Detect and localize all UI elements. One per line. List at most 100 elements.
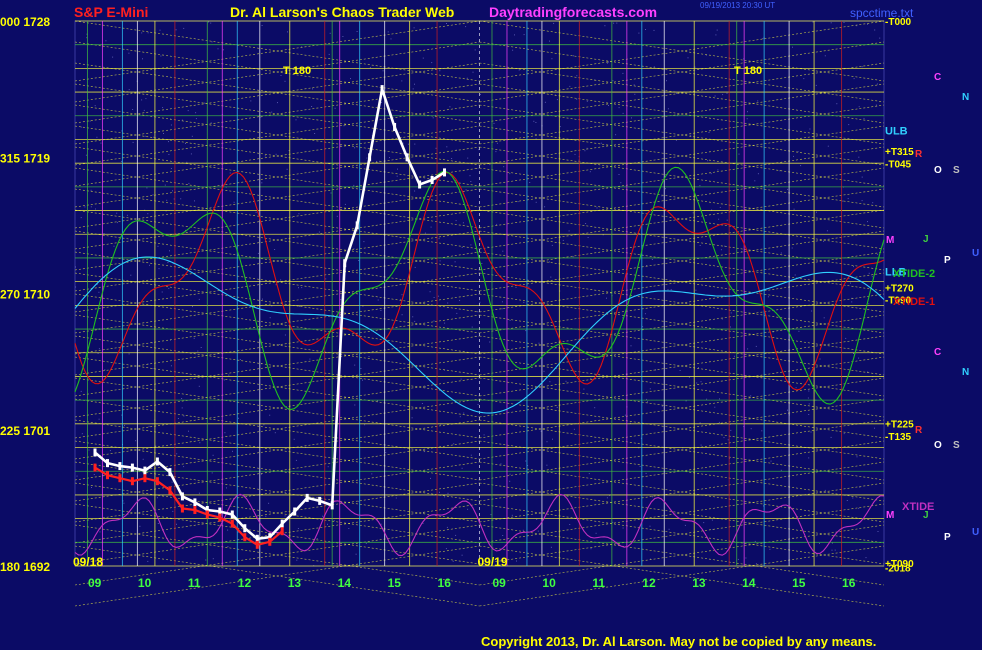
price-bar — [418, 180, 422, 189]
grid-dot — [769, 548, 771, 550]
grid-dot — [480, 93, 481, 95]
price-bar — [268, 537, 272, 546]
grid-dot — [589, 171, 591, 173]
grid-dot — [746, 118, 748, 120]
grid-dot — [690, 134, 692, 136]
grid-diagonal — [479, 230, 885, 292]
grid-dot — [353, 248, 355, 250]
grid-dot — [496, 223, 498, 225]
grid-dot — [544, 206, 546, 208]
x-tick-label: 10 — [542, 576, 556, 590]
grid-dot — [255, 211, 257, 213]
grid-dot — [142, 58, 143, 60]
grid-dot — [779, 170, 781, 172]
grid-dot — [684, 524, 686, 526]
grid-diagonal — [74, 83, 480, 145]
grid-dot — [750, 395, 752, 397]
grid-dot — [642, 326, 644, 328]
grid-dot — [455, 220, 457, 222]
date-label: 09/19 — [477, 555, 507, 569]
grid-dot — [470, 454, 472, 456]
site-link[interactable]: Daytradingforecasts.com — [489, 4, 657, 20]
grid-dot — [535, 138, 537, 140]
grid-dot — [755, 72, 757, 74]
x-tick-label: 16 — [842, 576, 856, 590]
grid-dot — [716, 29, 718, 31]
grid-dot — [708, 132, 710, 133]
grid-dot — [465, 26, 467, 28]
price-bar — [130, 463, 134, 472]
grid-dot — [183, 415, 185, 417]
grid-dot — [93, 474, 95, 475]
grid-diagonal — [74, 524, 480, 586]
grid-dot — [705, 54, 707, 56]
grid-dot — [295, 459, 297, 461]
price-bar — [118, 474, 122, 483]
instrument-title: S&P E-Mini — [74, 4, 148, 20]
grid-dot — [439, 491, 440, 493]
grid-dot — [675, 139, 677, 141]
grid-dot — [460, 378, 462, 380]
grid-dot — [397, 168, 398, 170]
planet-marker: O — [934, 440, 942, 451]
grid-dot — [665, 188, 666, 190]
grid-dot — [876, 83, 878, 85]
grid-dot — [222, 49, 224, 51]
grid-dot — [280, 75, 282, 76]
grid-dot — [815, 84, 817, 86]
grid-dot — [432, 117, 434, 119]
grid-diagonal — [74, 335, 480, 397]
grid-dot — [414, 320, 416, 322]
grid-dot — [827, 145, 829, 147]
grid-dot — [89, 120, 91, 122]
grid-dot — [314, 133, 316, 134]
level-label: -T000 — [885, 17, 912, 28]
price-bar — [193, 498, 197, 507]
grid-dot — [699, 422, 701, 424]
grid-dot — [858, 357, 860, 359]
grid-dot — [456, 312, 458, 314]
grid-dot — [467, 157, 469, 159]
grid-dot — [622, 317, 624, 319]
grid-dot — [186, 161, 188, 163]
grid-dot — [435, 147, 437, 149]
price-bar — [255, 534, 259, 543]
grid-diagonal — [74, 356, 480, 418]
grid-diagonal — [74, 188, 480, 250]
grid-dot — [529, 182, 531, 183]
grid-dot — [95, 208, 96, 210]
grid-dot — [792, 537, 794, 539]
grid-diagonal — [74, 167, 480, 229]
grid-dot — [76, 475, 78, 477]
grid-dot — [413, 27, 415, 29]
grid-dot — [573, 428, 575, 430]
grid-dot — [533, 120, 535, 122]
grid-dot — [340, 299, 342, 301]
grid-dot — [747, 348, 749, 350]
grid-dot — [447, 492, 449, 494]
grid-dot — [400, 298, 402, 300]
grid-dot — [211, 472, 213, 474]
grid-dot — [634, 93, 636, 95]
grid-dot — [535, 201, 537, 203]
price-bar — [106, 471, 109, 480]
grid-dot — [422, 522, 424, 524]
grid-diagonal — [479, 482, 885, 544]
grid-dot — [75, 286, 77, 288]
planet-marker: J — [923, 234, 929, 245]
grid-dot — [721, 318, 723, 320]
grid-dot — [109, 450, 111, 452]
grid-dot — [509, 473, 511, 475]
grid-dot — [644, 313, 646, 315]
grid-dot — [328, 53, 330, 55]
grid-dot — [826, 230, 828, 232]
grid-dot — [160, 55, 162, 57]
grid-diagonal — [479, 272, 885, 334]
grid-dot — [780, 252, 782, 254]
price-bar — [230, 519, 234, 528]
grid-dot — [96, 136, 98, 138]
grid-dot — [703, 522, 705, 524]
grid-dot — [487, 246, 489, 248]
grid-dot — [606, 62, 608, 64]
